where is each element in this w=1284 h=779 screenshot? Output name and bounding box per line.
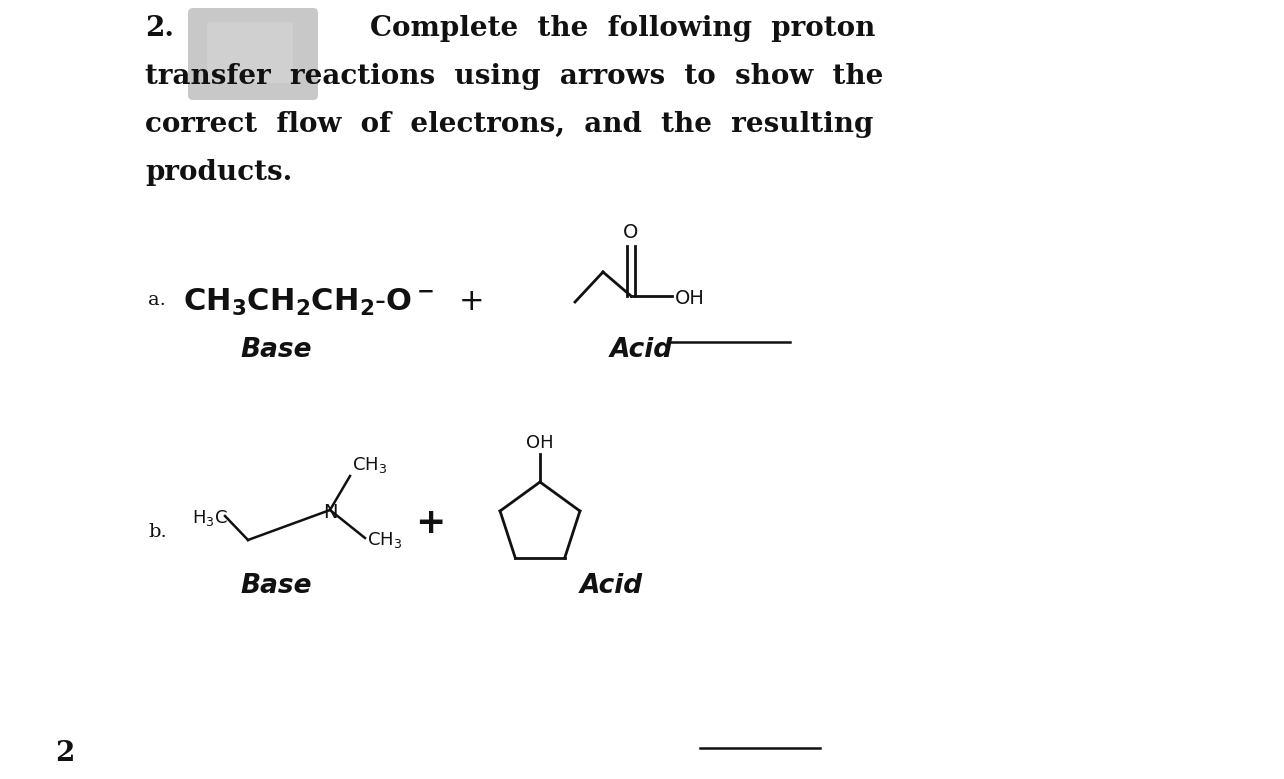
Text: 2.: 2. <box>145 15 175 42</box>
Text: 2: 2 <box>55 740 74 767</box>
Text: $\mathbf{CH_3CH_2CH_2\text{-}O^-}$  +: $\mathbf{CH_3CH_2CH_2\text{-}O^-}$ + <box>184 287 483 318</box>
FancyBboxPatch shape <box>187 8 318 100</box>
Text: correct  flow  of  electrons,  and  the  resulting: correct flow of electrons, and the resul… <box>145 111 873 138</box>
FancyBboxPatch shape <box>207 22 293 83</box>
Text: b.: b. <box>148 523 167 541</box>
Text: Acid: Acid <box>580 573 643 599</box>
Text: CH$_3$: CH$_3$ <box>352 455 388 475</box>
Text: CH$_3$: CH$_3$ <box>367 530 402 550</box>
Text: Acid: Acid <box>610 337 673 363</box>
Text: transfer  reactions  using  arrows  to  show  the: transfer reactions using arrows to show … <box>145 63 883 90</box>
Text: Complete  the  following  proton: Complete the following proton <box>370 15 876 42</box>
Text: a.: a. <box>148 291 166 309</box>
Text: +: + <box>415 506 446 540</box>
Text: products.: products. <box>145 159 293 186</box>
Text: N: N <box>322 503 338 523</box>
Text: Base: Base <box>240 573 312 599</box>
Text: Base: Base <box>240 337 312 363</box>
Text: OH: OH <box>675 288 705 308</box>
Text: O: O <box>623 223 638 242</box>
Text: H$_3$C: H$_3$C <box>193 508 227 528</box>
Text: OH: OH <box>526 434 553 452</box>
